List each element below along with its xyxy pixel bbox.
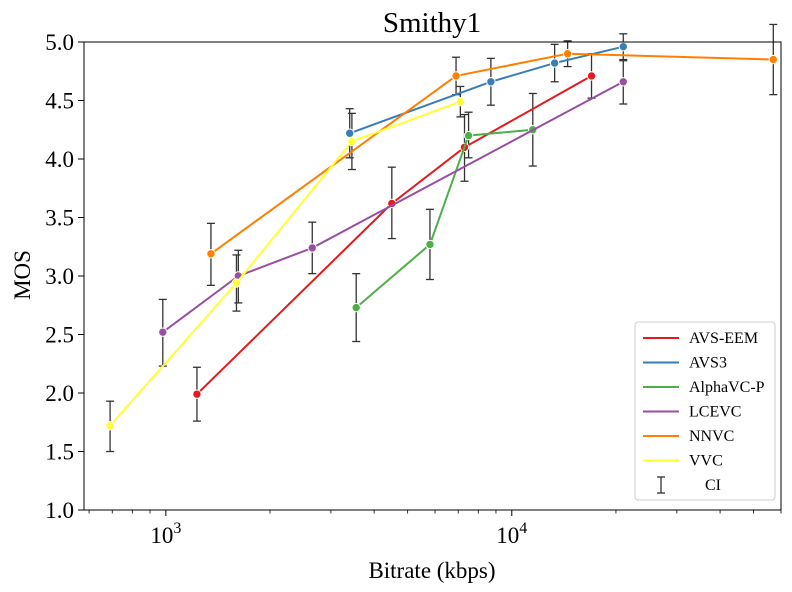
y-tick-label: 3.5 xyxy=(45,206,74,231)
legend-box xyxy=(634,321,776,501)
series-line-vvc xyxy=(109,100,461,427)
data-point xyxy=(231,278,242,288)
y-tick-label: 4.0 xyxy=(45,147,74,172)
y-tick-label: 4.5 xyxy=(45,89,74,114)
data-point xyxy=(562,49,573,59)
data-point xyxy=(158,327,168,337)
y-axis-label: MOS xyxy=(10,250,35,300)
x-axis-label: Bitrate (kbps) xyxy=(368,558,495,583)
y-tick-label: 2.0 xyxy=(45,381,74,406)
y-tick-label: 5.0 xyxy=(45,30,74,55)
y-tick-label: 1.0 xyxy=(45,498,74,523)
legend-label: AVS3 xyxy=(689,355,727,372)
data-point xyxy=(618,42,628,52)
series-line-alphavc-p xyxy=(355,128,533,309)
data-point xyxy=(307,243,317,253)
data-point xyxy=(347,136,357,147)
legend-label: LCEVC xyxy=(689,404,741,421)
y-tick-label: 3.0 xyxy=(45,264,74,289)
data-point xyxy=(486,77,496,87)
series-line-avs-eem xyxy=(196,75,593,395)
legend-label: VVC xyxy=(689,453,723,470)
plot-area xyxy=(105,23,778,453)
legend-label-ci: CI xyxy=(705,477,721,494)
y-tick-label: 1.5 xyxy=(45,440,74,465)
legend: AVS-EEM AVS3 AlphaVC-P LCEVC NNVC VVC CI xyxy=(634,321,776,501)
data-point xyxy=(618,77,628,87)
legend-label: AVS-EEM xyxy=(689,330,758,347)
data-point xyxy=(351,302,361,313)
y-tick-label: 2.5 xyxy=(45,323,74,348)
x-tick-base: 10 xyxy=(496,523,519,548)
legend-label: NNVC xyxy=(689,428,734,445)
x-tick-label: 104 xyxy=(496,520,527,548)
series-line-lcevc xyxy=(162,80,624,333)
x-tick-exponent: 4 xyxy=(519,520,527,537)
data-point xyxy=(425,239,435,250)
legend-label: AlphaVC-P xyxy=(689,379,765,396)
data-point xyxy=(586,71,597,81)
data-point xyxy=(345,128,355,138)
data-point xyxy=(105,421,115,431)
x-tick-label: 103 xyxy=(150,520,181,548)
data-point xyxy=(192,389,202,399)
series-group xyxy=(105,42,778,431)
data-point xyxy=(768,54,778,65)
x-tick-exponent: 3 xyxy=(173,520,181,537)
chart-title: Smithy1 xyxy=(383,7,481,39)
data-point xyxy=(463,130,474,141)
data-point xyxy=(549,58,560,68)
data-point xyxy=(451,71,461,81)
x-tick-base: 10 xyxy=(150,523,173,548)
data-point xyxy=(206,249,216,259)
data-point xyxy=(455,96,466,107)
series-line-avs3 xyxy=(349,45,624,135)
